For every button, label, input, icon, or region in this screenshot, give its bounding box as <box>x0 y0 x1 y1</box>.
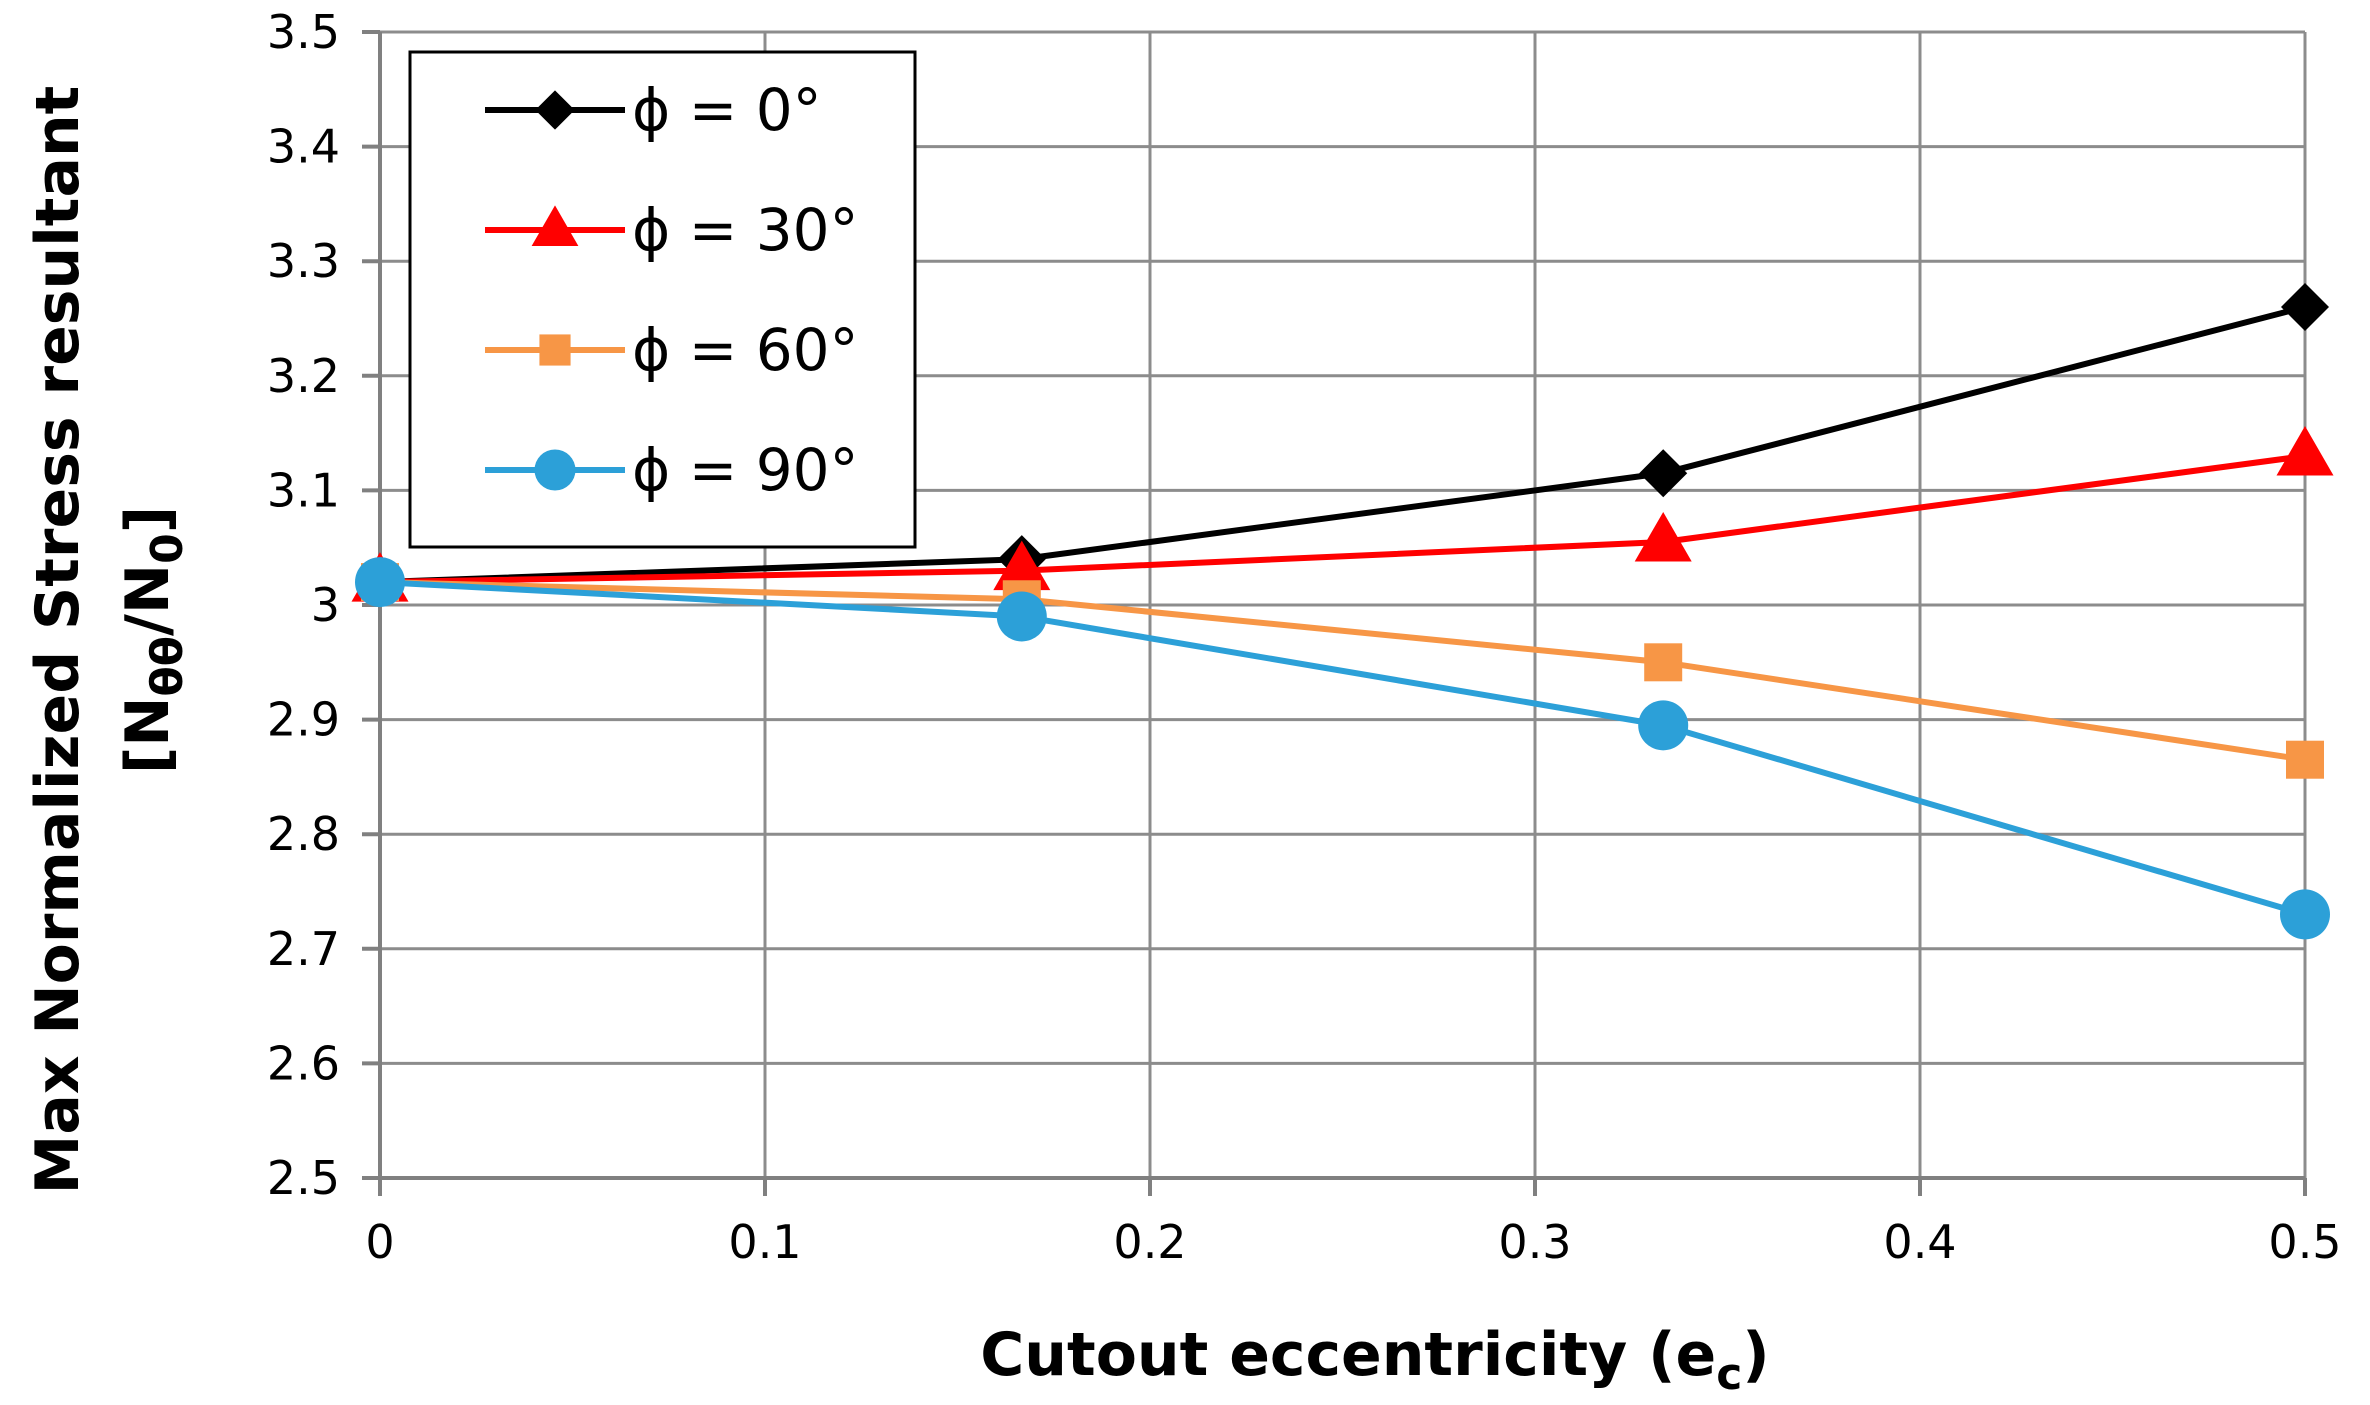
legend-item-1: ϕ = 30° <box>485 196 859 264</box>
data-point <box>996 591 1047 642</box>
y-tick-label: 2.6 <box>267 1036 340 1090</box>
y-axis-title-line1: Max Normalized Stress resultant <box>23 86 93 1195</box>
data-point <box>2281 283 2329 332</box>
y-tick-label: 3.5 <box>267 5 340 59</box>
data-point <box>2280 889 2330 940</box>
legend-label: ϕ = 0° <box>632 76 822 144</box>
y-tick-label: 3.3 <box>267 234 340 288</box>
x-tick-label: 0.2 <box>1113 1215 1186 1269</box>
y-tick-label: 3.1 <box>267 463 340 517</box>
x-tick-label: 0.5 <box>2268 1215 2341 1269</box>
data-point <box>1638 700 1689 751</box>
x-axis-title: Cutout eccentricity (ec) <box>980 1320 1769 1400</box>
series-3 <box>355 557 2330 940</box>
series-line <box>379 579 2306 763</box>
series-line <box>379 304 2306 586</box>
legend-marker <box>534 449 576 491</box>
data-point <box>1639 449 1688 498</box>
y-tick-label: 3 <box>311 578 340 632</box>
legend-marker <box>535 90 575 130</box>
y-tick-label: 2.8 <box>267 807 340 861</box>
series-line <box>379 453 2306 586</box>
x-tick-label: 0.3 <box>1498 1215 1571 1269</box>
x-tick-label: 0.1 <box>728 1215 801 1269</box>
data-point <box>2286 740 2324 779</box>
legend-marker <box>531 205 579 246</box>
y-tick-label: 2.9 <box>267 693 340 747</box>
y-tick-label: 3.2 <box>267 349 340 403</box>
legend-label: ϕ = 90° <box>632 436 859 504</box>
legend-item-3: ϕ = 90° <box>485 436 859 504</box>
data-point <box>1634 511 1692 562</box>
y-tick-label: 2.7 <box>267 922 340 976</box>
data-point <box>993 540 1051 591</box>
legend: ϕ = 0° ϕ = 30° ϕ = 60° ϕ = 90° <box>408 50 917 549</box>
y-axis-title-line2: [Nθθ/N0] <box>113 506 193 774</box>
legend-item-0: ϕ = 0° <box>485 76 822 144</box>
legend-item-2: ϕ = 60° <box>485 316 859 384</box>
x-tick-label: 0 <box>365 1215 394 1269</box>
series-layer <box>351 283 2334 940</box>
x-tick-label: 0.4 <box>1883 1215 1956 1269</box>
y-tick-label: 3.4 <box>267 120 340 174</box>
data-point <box>1644 643 1683 682</box>
data-point <box>355 557 405 608</box>
legend-box <box>408 50 917 549</box>
series-line <box>379 579 2306 918</box>
legend-label: ϕ = 30° <box>632 196 859 264</box>
legend-label: ϕ = 60° <box>632 316 859 384</box>
legend-marker <box>539 334 571 366</box>
y-tick-label: 2.5 <box>267 1151 340 1205</box>
data-point <box>2276 426 2334 476</box>
